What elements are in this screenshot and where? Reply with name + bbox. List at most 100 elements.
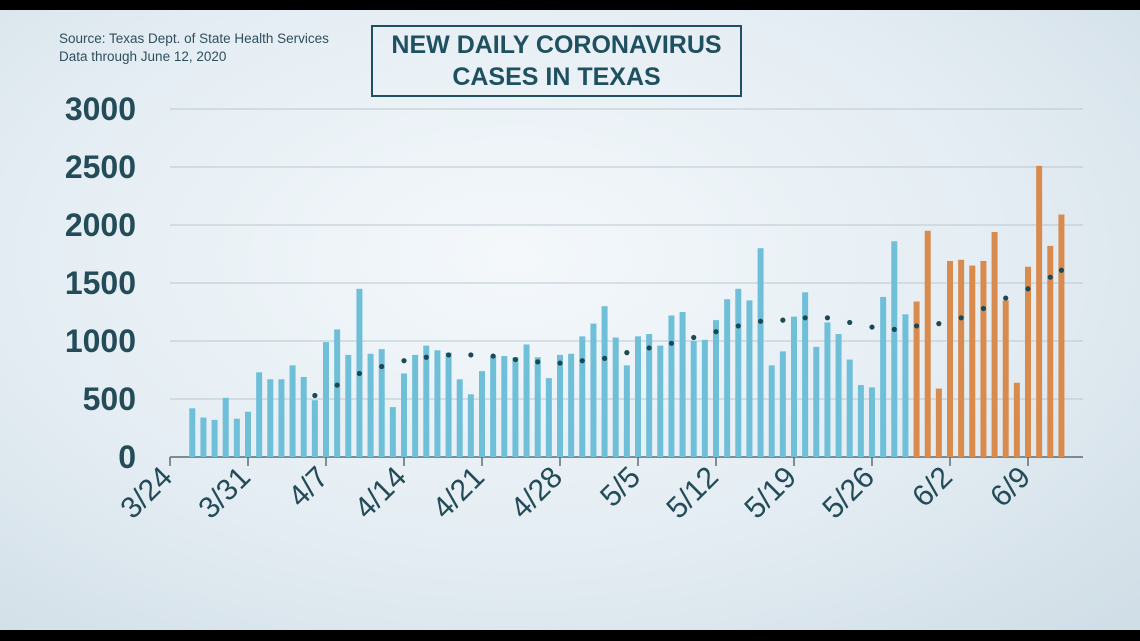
x-tick-label: 4/7 xyxy=(282,461,335,514)
bar xyxy=(980,260,987,457)
y-tick-label: 1000 xyxy=(65,323,136,359)
bar xyxy=(880,296,887,457)
trend-dot xyxy=(557,360,563,366)
trend-dot xyxy=(913,323,920,329)
y-tick-label: 500 xyxy=(83,381,136,417)
x-tick-label: 6/2 xyxy=(906,461,959,514)
bar xyxy=(200,417,207,457)
bar xyxy=(679,312,686,457)
chart-title-line-2: CASES IN TEXAS xyxy=(452,63,661,91)
bar xyxy=(545,378,552,457)
bar xyxy=(1036,165,1043,457)
bar xyxy=(1002,300,1009,457)
bar xyxy=(512,357,519,457)
bar xyxy=(869,387,875,457)
chart-title-line-1: NEW DAILY CORONAVIRUS xyxy=(391,31,722,59)
y-tick-label: 2500 xyxy=(65,149,136,185)
bar xyxy=(568,353,575,457)
x-tick-label: 5/12 xyxy=(660,461,725,526)
x-tick-label: 3/31 xyxy=(192,461,257,526)
bar xyxy=(623,365,630,457)
bar xyxy=(802,292,809,457)
bar xyxy=(835,334,842,457)
bar xyxy=(334,329,341,457)
trend-dot xyxy=(691,334,697,341)
bar xyxy=(256,372,263,457)
trend-dot xyxy=(1047,274,1053,280)
bar xyxy=(857,385,864,457)
bar xyxy=(189,408,196,457)
x-tick-label: 4/21 xyxy=(426,461,491,526)
bar xyxy=(490,356,497,457)
bar xyxy=(947,260,953,457)
bar xyxy=(467,394,474,457)
trend-dot xyxy=(713,329,719,335)
chart-frame: Source: Texas Dept. of State Health Serv… xyxy=(0,10,1140,630)
trend-dot xyxy=(601,355,608,361)
bar xyxy=(456,379,463,457)
bar xyxy=(1025,266,1031,457)
source-note: Source: Texas Dept. of State Health Serv… xyxy=(59,30,329,66)
trend-dot xyxy=(624,350,630,356)
bar xyxy=(746,300,753,457)
trend-dot xyxy=(423,354,429,360)
trend-dot xyxy=(512,356,519,363)
bar xyxy=(434,350,441,457)
bar xyxy=(1058,214,1065,457)
bar xyxy=(311,400,318,457)
trend-dot xyxy=(312,392,318,399)
trend-dot xyxy=(891,326,897,332)
bar xyxy=(267,379,274,457)
bar xyxy=(757,248,764,457)
bar xyxy=(445,352,452,457)
trend-dot xyxy=(780,317,786,323)
bar xyxy=(612,337,619,457)
x-tick-label: 5/26 xyxy=(816,461,881,526)
bar xyxy=(534,357,541,457)
y-tick-label: 1500 xyxy=(65,265,136,301)
bar xyxy=(891,241,898,457)
bar xyxy=(345,354,352,457)
trend-dot xyxy=(847,319,853,326)
bar xyxy=(557,354,563,457)
bar xyxy=(701,339,708,457)
bar xyxy=(389,407,396,457)
trend-dot xyxy=(1003,295,1009,301)
bar xyxy=(824,322,831,457)
data-through-line: Data through June 12, 2020 xyxy=(59,49,227,64)
bar xyxy=(713,320,719,457)
bar xyxy=(958,259,965,457)
bar xyxy=(735,288,742,457)
bar xyxy=(969,265,976,457)
bar xyxy=(300,376,307,457)
x-tick-label: 4/14 xyxy=(348,461,413,526)
trend-dot xyxy=(668,340,675,346)
bar xyxy=(635,336,641,457)
bar xyxy=(211,419,218,457)
bar xyxy=(289,365,296,457)
x-tick-label: 6/9 xyxy=(984,461,1037,514)
bar xyxy=(1047,245,1054,457)
chart-title: NEW DAILY CORONAVIRUS CASES IN TEXAS xyxy=(371,25,742,97)
bar xyxy=(690,341,697,457)
trend-dot xyxy=(356,370,363,377)
bar xyxy=(902,314,909,457)
bar xyxy=(367,353,374,457)
source-line: Source: Texas Dept. of State Health Serv… xyxy=(59,31,329,46)
bar xyxy=(579,336,586,457)
bar xyxy=(924,230,931,457)
trend-dot xyxy=(468,352,474,358)
trend-dot xyxy=(646,345,652,351)
x-tick-label: 5/5 xyxy=(594,461,647,514)
bar xyxy=(412,354,419,457)
trend-dot xyxy=(869,324,875,330)
bar xyxy=(668,315,675,457)
trend-dot xyxy=(1058,267,1065,273)
trend-dot xyxy=(958,315,964,321)
bar xyxy=(768,365,775,457)
bar xyxy=(779,351,786,457)
bar xyxy=(245,411,251,457)
y-tick-label: 2000 xyxy=(65,207,136,243)
bar xyxy=(935,388,942,457)
